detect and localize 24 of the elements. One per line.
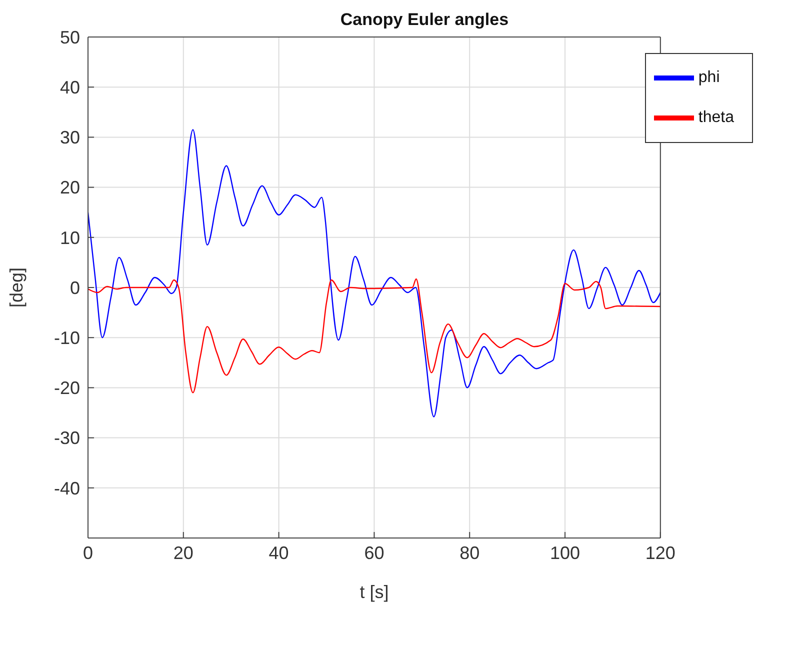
y-tick-label: -30 — [54, 428, 80, 448]
x-tick-label: 0 — [82, 542, 94, 563]
y-tick-label: 0 — [70, 278, 80, 298]
y-tick-label: 30 — [60, 128, 80, 148]
y-axis-title: [deg] — [6, 267, 26, 308]
y-tick-label: -20 — [54, 378, 80, 398]
x-tick-label: 80 — [460, 542, 480, 563]
line-series — [88, 129, 660, 418]
x-tick-label: 100 — [550, 542, 580, 563]
y-tick-label: 50 — [60, 27, 80, 48]
x-axis-title: t [s] — [360, 582, 389, 602]
legend-label: phi — [698, 69, 720, 86]
y-tick-label: -10 — [54, 328, 80, 348]
y-tick-label: 20 — [60, 178, 80, 198]
line-series — [88, 278, 660, 394]
legend-label: theta — [698, 109, 734, 126]
y-tick-label: 40 — [60, 77, 80, 98]
x-tick-label: 20 — [173, 542, 194, 563]
x-tick-label: 40 — [268, 542, 289, 563]
y-tick-label: 10 — [60, 228, 80, 248]
y-tick-label: -40 — [54, 478, 80, 498]
x-tick-label: 60 — [364, 542, 384, 563]
chart-title: Canopy Euler angles — [339, 10, 510, 30]
x-tick-label: 120 — [645, 542, 676, 563]
